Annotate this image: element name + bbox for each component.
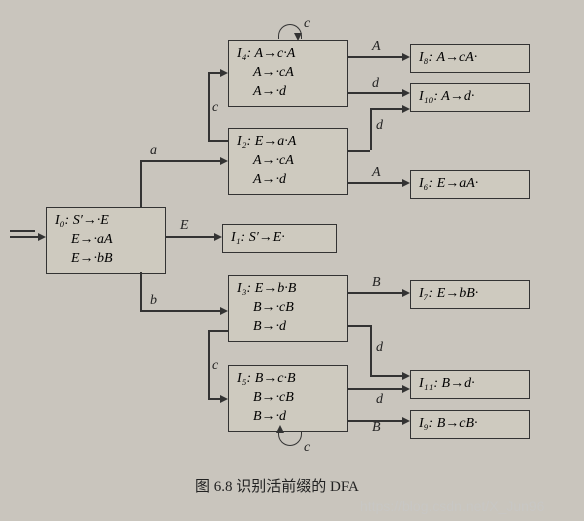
lbl-I5-I5: c [304,440,310,456]
loop-I5 [278,431,302,446]
edge-I0-I2-h [140,160,222,162]
I3-line1: B→·cB [237,299,339,318]
lbl-I4-I4: c [304,16,310,32]
I6-line0: I₆: E→aA· [419,175,521,194]
edge-I0-I1 [166,236,216,238]
I5-line2: B→·d [237,408,339,427]
node-I11: I₁₁: B→d· [410,370,530,399]
dfa-diagram: I₀: S′→·E E→·aA E→·bB E I₁: S′→E· a I₂: … [0,0,584,521]
arrow-I5-I11 [402,385,410,393]
I4-line2: A→·d [237,83,339,102]
lbl-I0-I3: b [150,293,157,309]
edge-I2-I10-v [370,108,372,150]
lbl-I5-I11: d [376,392,383,408]
lbl-I0-I2: a [150,143,157,159]
I2-line2: A→·d [237,171,339,190]
figure-caption: 图 6.8 识别活前缀的 DFA [195,475,359,496]
edge-I5-I11 [348,388,404,390]
arrow-I2-I6 [402,179,410,187]
node-I7: I₇: E→bB· [410,280,530,309]
edge-I3-I7 [348,292,404,294]
watermark: https://blog.csdn.net/X_Jun96 [360,498,544,514]
arrow-start [38,233,46,241]
lbl-I4-I10: d [372,76,379,92]
edge-start [10,236,40,238]
node-I8: I₈: A→cA· [410,44,530,73]
arrow-I4-I8 [402,53,410,61]
node-I10: I₁₀: A→d· [410,83,530,112]
node-I9: I₉: B→cB· [410,410,530,439]
I9-line0: I₉: B→cB· [419,415,521,434]
edge-I3-I5-v [208,330,210,398]
lbl-I4-I8: A [372,39,381,55]
I0-line0: I₀: S′→·E [55,212,157,231]
I2-line1: A→·cA [237,152,339,171]
arrow-I4-I10 [402,89,410,97]
lbl-I3-I7: B [372,275,381,291]
I5-line0: I₅: B→c·B [237,370,339,389]
edge-I4-I10 [348,92,404,94]
edge-I0-I3-h [140,310,222,312]
edge-I0-I2-v [140,160,142,207]
node-I3: I₃: E→b·B B→·cB B→·d [228,275,348,342]
lbl-I2-I6: A [372,165,381,181]
edge-I0-I3-v [140,272,142,310]
arrow-I2-I4 [220,69,228,77]
edge-start-tail [10,230,35,232]
node-I0: I₀: S′→·E E→·aA E→·bB [46,207,166,274]
I4-line0: I₄: A→c·A [237,45,339,64]
edge-I2-I10-h [348,150,370,152]
I4-line1: A→·cA [237,64,339,83]
edge-I3-I11-h [348,325,370,327]
I3-line0: I₃: E→b·B [237,280,339,299]
arrow-I2-I10 [402,105,410,113]
edge-I2-I10-h2 [370,108,404,110]
lbl-I2-I10: d [376,118,383,134]
I1-line0: I₁: S′→E· [231,229,328,248]
edge-I3-I5-h1 [208,330,228,332]
I0-line1: E→·aA [55,231,157,250]
lbl-I3-I5: c [212,358,218,374]
I2-line0: I₂: E→a·A [237,133,339,152]
I5-line1: B→·cB [237,389,339,408]
I0-line2: E→·bB [55,250,157,269]
edge-I2-I6 [348,182,404,184]
edge-I3-I11-v [370,325,372,375]
node-I2: I₂: E→a·A A→·cA A→·d [228,128,348,195]
lbl-I3-I11: d [376,340,383,356]
edge-I4-I8 [348,56,404,58]
edge-I2-I4-h1 [208,140,228,142]
lbl-I5-I9: B [372,420,381,436]
node-I6: I₆: E→aA· [410,170,530,199]
I11-line0: I₁₁: B→d· [419,375,521,394]
lbl-I2-I4: c [212,100,218,116]
loop-I5-arrow [276,425,284,433]
I10-line0: I₁₀: A→d· [419,88,521,107]
I8-line0: I₈: A→cA· [419,49,521,68]
arrow-I0-I2 [220,157,228,165]
arrow-I3-I5 [220,395,228,403]
arrow-I0-I3 [220,307,228,315]
edge-I2-I4-v [208,72,210,140]
edge-I3-I11-h2 [370,375,404,377]
node-I1: I₁: S′→E· [222,224,337,253]
arrow-I5-I9 [402,417,410,425]
arrow-I3-I11 [402,372,410,380]
I7-line0: I₇: E→bB· [419,285,521,304]
arrow-I3-I7 [402,289,410,297]
node-I4: I₄: A→c·A A→·cA A→·d [228,40,348,107]
arrow-I0-I1 [214,233,222,241]
loop-I4-arrow [294,33,302,41]
lbl-I0-I1: E [180,218,189,234]
node-I5: I₅: B→c·B B→·cB B→·d [228,365,348,432]
I3-line2: B→·d [237,318,339,337]
